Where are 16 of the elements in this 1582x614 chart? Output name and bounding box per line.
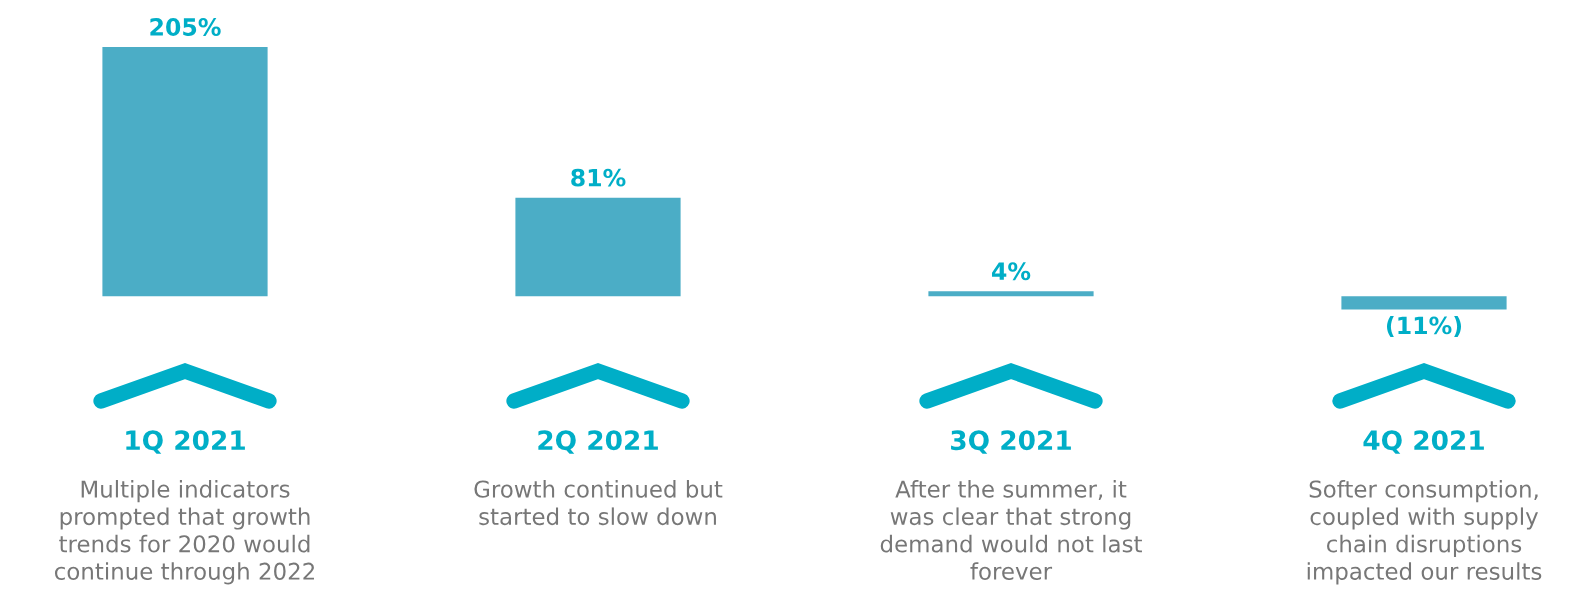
x-tick-label: 4Q 2021 bbox=[1363, 430, 1484, 454]
text: Softer consumption, coupled with supply chain disruptions impacted our results bbox=[1307, 480, 1542, 585]
data-label: 205% bbox=[150, 18, 221, 36]
bar bbox=[1341, 296, 1507, 310]
text: Multiple indicators prompted that growth trends for 2020 would continue through 2022 bbox=[54, 480, 314, 585]
x-tick-label: 1Q 2021 bbox=[126, 430, 245, 454]
bar bbox=[102, 47, 268, 297]
x-tick-label: 2Q 2021 bbox=[538, 430, 658, 454]
data-label: 4% bbox=[992, 262, 1031, 281]
data-label: 81% bbox=[571, 168, 626, 187]
text: After the summer, it was clear that strong demand would not last forever bbox=[880, 480, 1142, 580]
text: Growth continued but started to slow down bbox=[474, 480, 723, 526]
x-tick-label: 3Q 2021 bbox=[951, 430, 1071, 454]
data-label: (11%) bbox=[1386, 316, 1462, 338]
bar bbox=[515, 197, 681, 297]
bar bbox=[928, 291, 1094, 297]
